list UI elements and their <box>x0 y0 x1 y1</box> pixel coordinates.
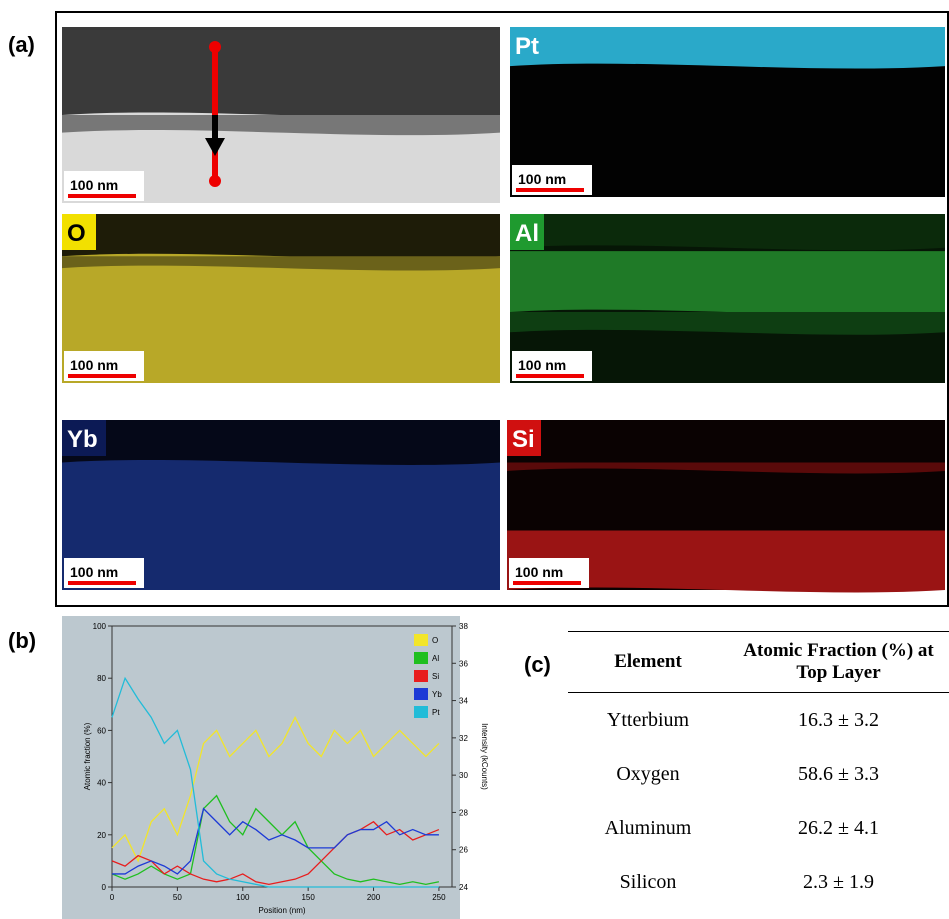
data-line <box>112 807 439 875</box>
map-label-bg <box>510 214 544 250</box>
map-layer <box>62 214 500 259</box>
scale-bar-label: 100 nm <box>70 564 118 580</box>
map-layer <box>507 530 945 593</box>
x-tick-label: 100 <box>236 893 250 902</box>
x-tick-label: 150 <box>301 893 315 902</box>
results-table: Element Atomic Fraction (%) at Top Layer … <box>568 631 949 909</box>
y2-tick-label: 38 <box>459 622 468 631</box>
scale-bar <box>516 188 584 192</box>
scale-bar <box>68 194 136 198</box>
x-axis-label: Position (nm) <box>258 906 305 915</box>
scale-bar <box>516 374 584 378</box>
table-cell: Oxygen <box>616 762 680 785</box>
y2-tick-label: 28 <box>459 808 468 817</box>
legend-label: O <box>432 636 438 645</box>
x-tick-label: 200 <box>367 893 381 902</box>
panel-label: (a) <box>8 32 35 57</box>
panel-label: (c) <box>524 652 551 677</box>
map-layer <box>62 27 500 118</box>
legend-label: Si <box>432 672 439 681</box>
map-layer <box>510 251 945 315</box>
map-layer <box>62 115 500 136</box>
table-cell: Silicon <box>619 870 677 893</box>
table-cell: 26.2 ± 4.1 <box>798 816 879 839</box>
x-tick-label: 0 <box>110 893 115 902</box>
table-cell: Ytterbium <box>606 708 690 731</box>
map-label: Si <box>512 426 535 453</box>
data-line <box>111 715 440 863</box>
x-tick-label: 250 <box>432 893 446 902</box>
y-tick-label: 20 <box>97 831 106 840</box>
map-layer <box>510 214 945 251</box>
map-label-bg <box>62 214 96 250</box>
map-label-bg <box>510 27 544 63</box>
y2-tick-label: 32 <box>459 734 468 743</box>
y2-tick-label: 30 <box>459 771 468 780</box>
scale-bar <box>68 374 136 378</box>
legend-swatch <box>414 688 428 700</box>
scale-bar-label: 100 nm <box>515 564 563 580</box>
map-label: Yb <box>67 426 98 453</box>
legend-swatch <box>414 634 428 646</box>
table-header: Atomic Fraction (%) at Top Layer <box>728 631 949 693</box>
line-scan-end <box>209 175 221 187</box>
table-cell: 16.3 ± 3.2 <box>798 708 879 731</box>
y-axis-label: Atomic fraction (%) <box>83 722 92 790</box>
scale-bar <box>513 581 581 585</box>
arrow-head <box>205 138 225 156</box>
map-label-bg <box>507 420 541 456</box>
legend-swatch <box>414 706 428 718</box>
legend-label: Pt <box>432 708 440 717</box>
map-label: Al <box>515 220 539 247</box>
panel-a-frame <box>55 11 949 607</box>
data-line <box>111 820 440 886</box>
map-label-bg <box>62 420 106 456</box>
line-scan-end <box>209 41 221 53</box>
map-layer <box>62 256 500 271</box>
x-tick-label: 50 <box>173 893 182 902</box>
legend-swatch <box>414 652 428 664</box>
y2-axis-label: Intensity (kCounts) <box>480 723 489 790</box>
y-tick-label: 80 <box>97 674 106 683</box>
scale-bar-label: 100 nm <box>518 171 566 187</box>
table-cell: 2.3 ± 1.9 <box>803 870 874 893</box>
legend-swatch <box>414 670 428 682</box>
map-label: Pt <box>515 33 539 60</box>
map-layer <box>510 27 945 69</box>
scale-bar-label: 100 nm <box>70 177 118 193</box>
data-line <box>111 676 439 888</box>
map-label: O <box>67 220 86 247</box>
y2-tick-label: 26 <box>459 846 468 855</box>
legend-label: Yb <box>432 690 442 699</box>
y2-tick-label: 36 <box>459 659 468 668</box>
data-line <box>111 794 440 886</box>
y-tick-label: 40 <box>97 779 106 788</box>
panel-label: (b) <box>8 628 36 653</box>
legend-label: Al <box>432 654 439 663</box>
plot-area <box>111 625 453 888</box>
map-layer <box>507 462 945 474</box>
y2-tick-label: 34 <box>459 697 468 706</box>
scale-bar-label: 100 nm <box>70 357 118 373</box>
y-tick-label: 60 <box>97 726 106 735</box>
map-layer <box>510 312 945 335</box>
scale-bar-label: 100 nm <box>518 357 566 373</box>
y2-tick-label: 24 <box>459 883 468 892</box>
table-header: Element <box>568 631 729 693</box>
map-layer <box>62 420 500 465</box>
scale-bar <box>68 581 136 585</box>
y-tick-label: 100 <box>93 622 107 631</box>
table-cell: 58.6 ± 3.3 <box>798 762 879 785</box>
y-tick-label: 0 <box>102 883 107 892</box>
table-cell: Aluminum <box>604 816 692 839</box>
